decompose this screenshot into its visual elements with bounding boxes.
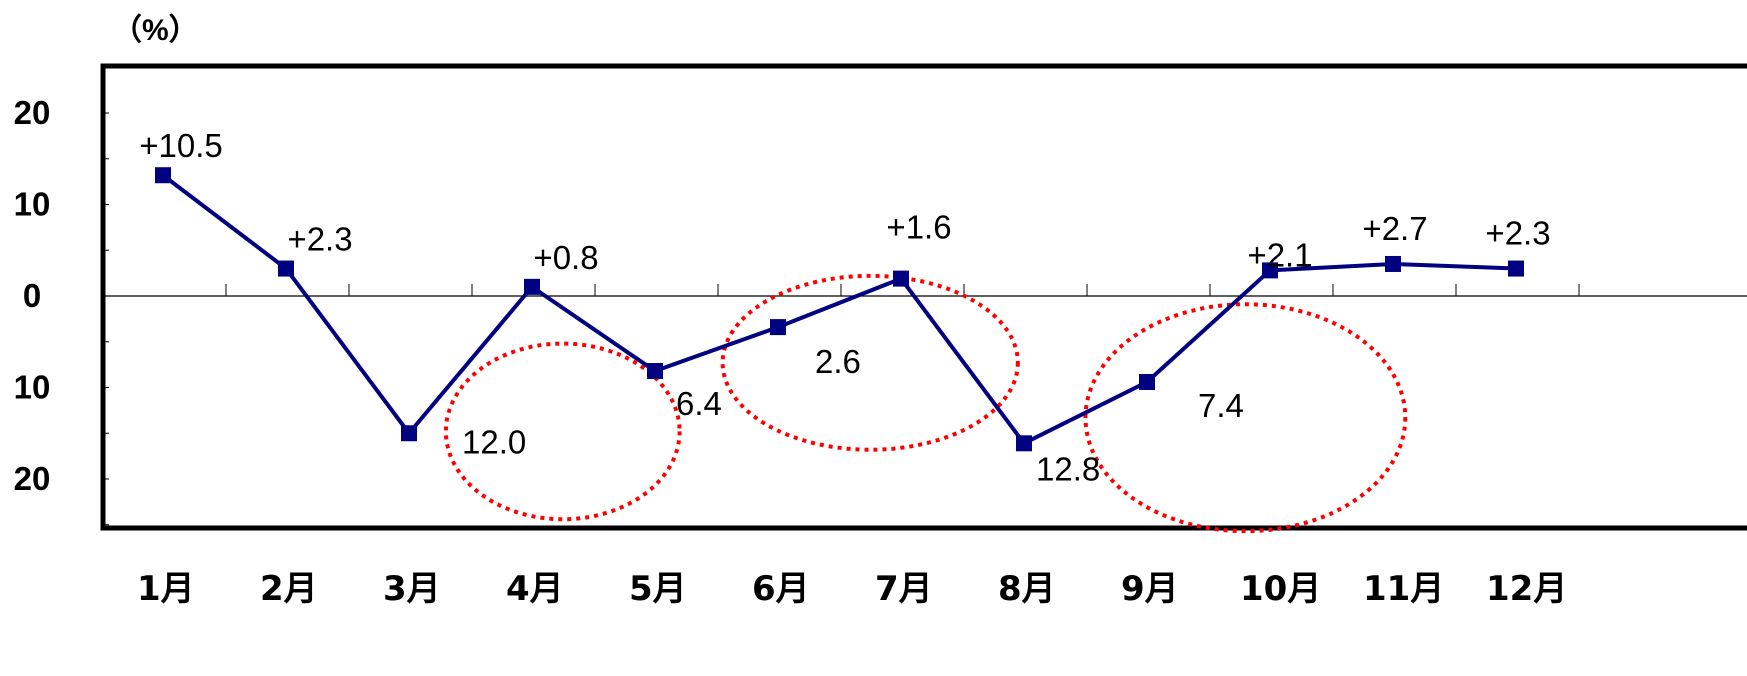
- data-label: 12.8: [1036, 450, 1100, 487]
- data-point-marker: [1262, 262, 1278, 279]
- x-axis-tick-labels: 1月 2月 3月 4月 5月 6月 7月 8月 9月 10月 11月 12月: [137, 569, 1567, 609]
- x-tick-label: 11月: [1363, 569, 1444, 609]
- x-tick-label: 7月: [875, 569, 933, 609]
- data-point-marker: [1016, 435, 1032, 452]
- data-point-marker: [1139, 374, 1155, 391]
- y-tick-label: 10: [14, 186, 51, 223]
- x-tick-label: 1月: [137, 569, 195, 609]
- x-tick-label: 9月: [1121, 569, 1179, 609]
- x-tick-label: 8月: [998, 569, 1056, 609]
- data-point-marker: [893, 270, 909, 287]
- data-point-marker: [1508, 260, 1524, 277]
- highlight-ellipses: [443, 273, 1408, 534]
- x-tick-label: 3月: [383, 569, 441, 609]
- data-point-marker: [770, 319, 786, 336]
- x-tick-label: 12月: [1486, 569, 1567, 609]
- plot-frame: [100, 63, 1747, 531]
- data-label: +2.3: [1485, 215, 1550, 252]
- y-axis-tick-labels: 20 10 0 10 20: [14, 94, 51, 497]
- y-tick-label: 10: [14, 369, 51, 406]
- data-point-marker: [278, 260, 294, 277]
- series-line: [161, 173, 1517, 446]
- data-label: 6.4: [676, 385, 722, 422]
- x-tick-label: 5月: [629, 569, 687, 609]
- x-tick-label: 2月: [260, 569, 318, 609]
- series-markers: [155, 167, 1524, 452]
- data-labels: +10.5 +2.3 12.0 +0.8 6.4 2.6 +1.6 12.8 7.4 +2.1 +2…: [139, 127, 1550, 487]
- data-label: +1.6: [886, 209, 951, 246]
- data-label: 7.4: [1198, 387, 1244, 424]
- data-label: 2.6: [815, 343, 861, 380]
- x-tick-label: 6月: [752, 569, 810, 609]
- highlight-ellipse: [720, 273, 1020, 452]
- data-label: 12.0: [462, 423, 526, 460]
- data-label: +2.1: [1247, 236, 1312, 273]
- data-label: +10.5: [139, 127, 223, 164]
- data-label: +2.3: [287, 221, 352, 258]
- data-point-marker: [524, 278, 540, 295]
- y-tick-label: 20: [14, 94, 51, 131]
- unit-label: （%）: [112, 13, 199, 47]
- data-point-marker: [647, 363, 663, 380]
- data-point-marker: [1385, 255, 1401, 272]
- x-tick-label: 10月: [1240, 569, 1321, 609]
- highlight-ellipse: [1083, 302, 1408, 534]
- y-tick-label: 0: [23, 277, 41, 314]
- y-tick-label: 20: [14, 460, 51, 497]
- x-tick-label: 4月: [506, 569, 564, 609]
- data-label: +2.7: [1362, 210, 1427, 247]
- data-point-marker: [401, 425, 417, 442]
- data-point-marker: [155, 167, 171, 184]
- highlight-ellipse: [443, 341, 682, 522]
- data-label: +0.8: [533, 239, 598, 276]
